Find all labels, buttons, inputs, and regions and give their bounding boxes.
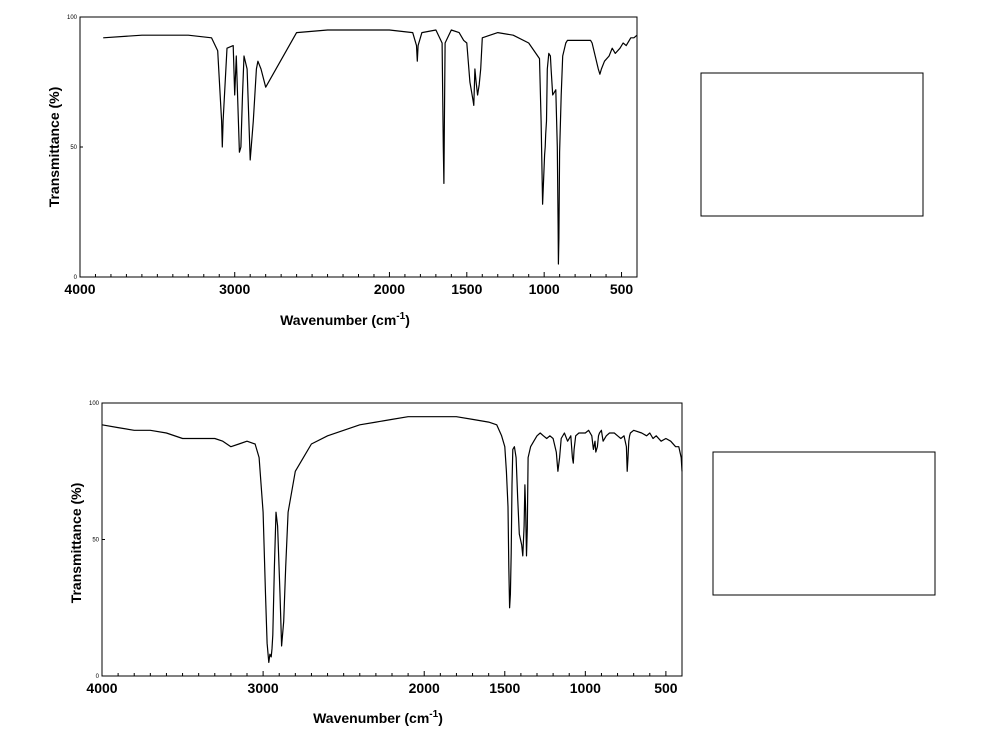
y-axis-title-top: Transmittance (%) bbox=[46, 87, 62, 208]
x-axis-title-superscript-top: -1 bbox=[396, 311, 405, 322]
x-tick-label-top: 3000 bbox=[219, 281, 250, 297]
y-tick-label-top: 100 bbox=[67, 15, 78, 21]
plot-frame-top bbox=[79, 16, 638, 278]
y-tick-label-bottom: 100 bbox=[89, 401, 100, 407]
x-tick-label-top: 1500 bbox=[451, 281, 482, 297]
y-tick-label-top: 50 bbox=[70, 145, 77, 151]
x-axis-title-text-top: Wavenumber (cm bbox=[280, 312, 396, 328]
y-tick-label-bottom: 50 bbox=[92, 538, 99, 544]
x-tick-label-top: 1000 bbox=[529, 281, 560, 297]
y-axis-title-bottom: Transmittance (%) bbox=[68, 483, 84, 604]
y-tick-label-top: 0 bbox=[74, 275, 78, 281]
x-axis-title-suffix-bottom: ) bbox=[438, 710, 443, 726]
x-axis-title-bottom: Wavenumber (cm-1) bbox=[313, 709, 443, 726]
answer-box-bottom[interactable] bbox=[712, 451, 936, 596]
ir-spectrum-chart-bottom: 4000 3000 2000 1500 1000 500 0 50 100 Transmitta… bbox=[68, 401, 683, 726]
spectrum-line-top bbox=[103, 29, 638, 265]
x-tick-label-top: 500 bbox=[610, 281, 634, 297]
x-tick-label-top: 2000 bbox=[374, 281, 405, 297]
answer-box-top[interactable] bbox=[700, 72, 924, 217]
chart-marks-bottom: 4000 3000 2000 1500 1000 500 0 50 100 bbox=[86, 401, 683, 696]
ir-spectrum-chart-top: 4000 3000 2000 1500 1000 500 0 50 100 Transmitta… bbox=[46, 15, 638, 328]
x-tick-label-bottom: 2000 bbox=[409, 680, 440, 696]
x-tick-label-bottom: 1500 bbox=[489, 680, 520, 696]
y-tick-label-bottom: 0 bbox=[96, 674, 100, 680]
x-tick-label-bottom: 4000 bbox=[86, 680, 117, 696]
chart-marks-top: 4000 3000 2000 1500 1000 500 0 50 100 bbox=[64, 15, 638, 297]
x-axis-title-suffix-top: ) bbox=[405, 312, 410, 328]
x-axis-title-top: Wavenumber (cm-1) bbox=[280, 311, 410, 328]
x-tick-label-bottom: 1000 bbox=[570, 680, 601, 696]
x-axis-title-superscript-bottom: -1 bbox=[429, 709, 438, 720]
x-tick-label-top: 4000 bbox=[64, 281, 95, 297]
x-axis-title-text-bottom: Wavenumber (cm bbox=[313, 710, 429, 726]
x-tick-label-bottom: 500 bbox=[654, 680, 678, 696]
x-tick-label-bottom: 3000 bbox=[248, 680, 279, 696]
spectrum-line-bottom bbox=[101, 416, 683, 663]
